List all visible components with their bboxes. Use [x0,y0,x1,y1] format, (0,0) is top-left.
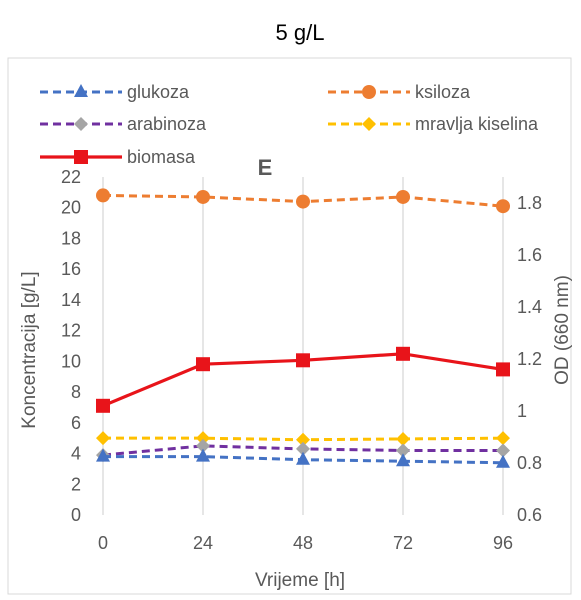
data-point-arabinoza [196,438,210,453]
data-point-mravlja-kiselina [96,431,110,446]
y-left-tick-label: 16 [61,259,81,279]
y-left-tick-label: 22 [61,167,81,187]
data-point-glukoza [296,451,310,465]
data-point-biomasa [396,346,410,361]
data-point-biomasa [496,362,510,377]
legend-marker [362,117,376,131]
y-right-tick-label: 0.8 [517,453,542,473]
legend-label: ksiloza [415,82,471,102]
data-point-biomasa [296,353,310,368]
data-point-mravlja-kiselina [396,431,410,446]
y-right-tick-label: 0.6 [517,505,542,525]
legend-item-glukoza: glukoza [40,82,190,102]
y-right-tick-label: 1.2 [517,349,542,369]
legend-label: glukoza [127,82,190,102]
y-left-tick-label: 18 [61,228,81,248]
y-left-tick-label: 10 [61,351,81,371]
x-tick-label: 96 [493,533,513,553]
legend-item-ksiloza: ksiloza [328,82,471,102]
y-left-tick-label: 2 [71,474,81,494]
legend-label: mravlja kiselina [415,114,539,134]
y-left-tick-label: 20 [61,198,81,218]
data-point-mravlja-kiselina [296,432,310,447]
data-point-glukoza [396,453,410,467]
legend-label: arabinoza [127,114,207,134]
y-right-tick-label: 1.8 [517,193,542,213]
data-point-ksiloza [496,199,510,214]
x-tick-label: 0 [98,533,108,553]
y-axis-right-label: OD (660 nm) [552,275,573,385]
legend-marker [74,117,88,131]
legend-marker [362,85,376,99]
data-point-glukoza [196,448,210,462]
series-layer [96,188,510,468]
data-point-ksiloza [96,188,110,203]
legend-item-biomasa: biomasa [40,147,196,167]
data-point-glukoza [96,448,110,462]
chart-frame [7,57,572,595]
x-tick-label: 24 [193,533,213,553]
y-right-tick-label: 1.6 [517,245,542,265]
data-point-mravlja-kiselina [496,431,510,446]
data-point-biomasa [96,398,110,413]
y-left-tick-label: 8 [71,382,81,402]
data-point-ksiloza [196,189,210,204]
y-left-tick-label: 12 [61,321,81,341]
legend-marker [74,150,88,164]
data-point-arabinoza [496,443,510,458]
data-point-arabinoza [296,441,310,456]
x-axis-label: Vrijeme [h] [255,570,345,591]
legend-label: biomasa [127,147,196,167]
y-left-tick-label: 4 [71,444,81,464]
legend-item-mravlja-kiselina: mravlja kiselina [328,114,539,134]
y-left-tick-label: 6 [71,413,81,433]
chart-title: 5 g/L [276,20,325,45]
data-point-ksiloza [396,189,410,204]
data-point-ksiloza [296,194,310,209]
y-axis-left-label: Koncentracija [g/L] [19,271,40,428]
legend-item-arabinoza: arabinoza [40,114,207,134]
data-point-mravlja-kiselina [196,431,210,446]
legend: glukoza ksiloza arabinoza mravlja kiselina b… [40,82,539,167]
x-tick-label: 72 [393,533,413,553]
axes: 0 24 48 72 9602468101214161820220.60.811.21.… [61,167,542,553]
legend-marker [74,84,88,97]
y-right-tick-label: 1 [517,401,527,421]
y-left-tick-label: 14 [61,290,81,310]
data-point-arabinoza [396,443,410,458]
y-right-tick-label: 1.4 [517,297,542,317]
panel-label: E [258,155,273,180]
data-point-biomasa [196,357,210,372]
x-tick-label: 48 [293,533,313,553]
y-left-tick-label: 0 [71,505,81,525]
data-point-glukoza [496,454,510,468]
